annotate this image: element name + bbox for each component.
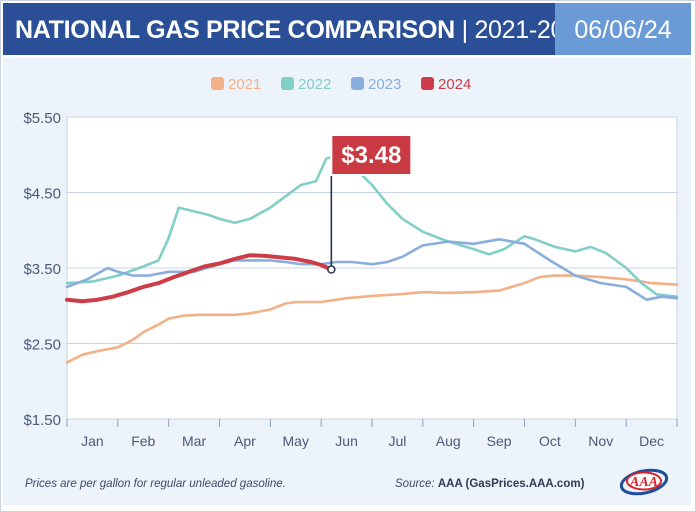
legend-label-2021: 2021 [228, 76, 261, 93]
svg-text:AAA: AAA [629, 475, 658, 490]
legend-swatch-2023 [351, 77, 364, 90]
annotation-label: $3.48 [341, 142, 401, 169]
annotation-box [330, 134, 413, 176]
x-tick-label: Jan [81, 433, 104, 449]
source-credit: Source: AAA (GasPrices.AAA.com) [395, 478, 584, 490]
source-name: AAA (GasPrices.AAA.com) [437, 478, 585, 490]
x-tick-label: Nov [588, 433, 613, 449]
x-tick-label: May [283, 433, 309, 449]
header-bar: NATIONAL GAS PRICE COMPARISON | 2021-202… [3, 3, 691, 55]
x-tick-label: Dec [639, 433, 664, 449]
x-tick-label: Aug [436, 433, 461, 449]
y-tick-label: $4.50 [23, 186, 61, 203]
page-title: NATIONAL GAS PRICE COMPARISON | 2021-202… [15, 3, 592, 55]
date-badge: 06/06/24 [555, 3, 691, 55]
series-line-2021 [65, 274, 679, 364]
source-prefix: Source: [395, 478, 435, 490]
title-main: NATIONAL GAS PRICE COMPARISON [15, 16, 455, 44]
x-tick-label: Sep [487, 433, 512, 449]
legend-swatch-2021 [211, 77, 224, 90]
legend-swatch-2024 [421, 77, 434, 90]
series-line-2024 [65, 253, 334, 304]
series-line-2023 [65, 238, 679, 301]
legend-label-2024: 2024 [438, 76, 471, 93]
x-tick-label: Feb [131, 433, 155, 449]
y-tick-label: $3.50 [23, 261, 61, 278]
y-tick-label: $2.50 [23, 337, 61, 354]
x-tick-label: Mar [182, 433, 206, 449]
y-tick-label: $1.50 [23, 412, 61, 429]
x-tick-label: Jul [388, 433, 406, 449]
y-tick-label: $5.50 [23, 110, 61, 127]
title-separator: | [461, 16, 469, 44]
line-chart: $5.50 $4.50 $3.50 $2.50 $1.50 Jan Feb Mar Apr May… [23, 76, 679, 449]
aaa-logo-icon: AAA [619, 468, 669, 496]
legend-swatch-2022 [281, 77, 294, 90]
annotation-point [327, 265, 336, 274]
x-tick-label: Jun [335, 433, 358, 449]
legend-label-2022: 2022 [298, 76, 331, 93]
footnote: Prices are per gallon for regular unlead… [25, 478, 286, 490]
legend-label-2023: 2023 [368, 76, 401, 93]
x-tick-label: Oct [539, 433, 561, 449]
x-tick-label: Apr [234, 433, 256, 449]
chart-panel: $5.50 $4.50 $3.50 $2.50 $1.50 Jan Feb Mar Apr May… [3, 58, 691, 505]
